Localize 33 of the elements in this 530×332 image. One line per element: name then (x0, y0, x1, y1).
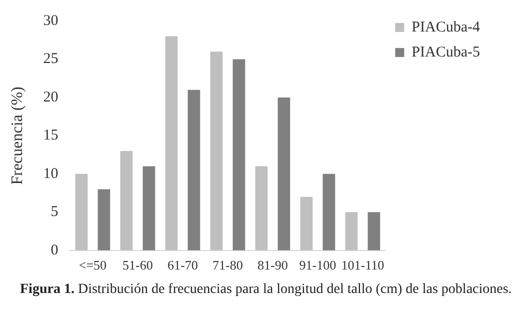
y-tick-label: 10 (43, 166, 58, 182)
x-tick-label: 51-60 (122, 258, 153, 273)
y-tick-label: 25 (43, 51, 58, 68)
bar (142, 166, 156, 250)
y-tick-label: 5 (50, 204, 58, 220)
y-tick-label: 30 (43, 12, 58, 29)
bar (188, 90, 200, 250)
x-tick-label: 71-80 (212, 258, 243, 273)
bar (75, 174, 88, 250)
bar (120, 150, 133, 250)
bar (278, 97, 290, 250)
bar (368, 212, 380, 250)
legend-label: PIACuba-4 (412, 19, 480, 36)
x-tick-label: <=50 (78, 258, 107, 273)
bar (255, 166, 268, 250)
bar (322, 174, 336, 250)
y-tick-label: 0 (50, 242, 58, 258)
text: Distribución de frecuencias para la longitud del tallo (cm) de las poblaciones. (78, 282, 512, 297)
y-tick-label: 20 (43, 89, 58, 106)
text: Figura 1. (20, 282, 76, 297)
bar (98, 189, 110, 250)
bar (232, 59, 246, 250)
x-tick-label: 101-110 (341, 258, 384, 273)
x-tick-label: 61-70 (168, 258, 198, 273)
bar (165, 36, 178, 250)
bar (345, 212, 358, 250)
y-tick-label: 15 (43, 128, 58, 144)
y-axis-title: Frecuencia (%) (8, 86, 26, 185)
legend-label: PIACuba-5 (412, 44, 480, 60)
x-tick-label: 81-90 (258, 258, 288, 273)
x-tick-label: 91-100 (299, 258, 336, 273)
bar (300, 196, 313, 250)
bar (210, 52, 223, 250)
